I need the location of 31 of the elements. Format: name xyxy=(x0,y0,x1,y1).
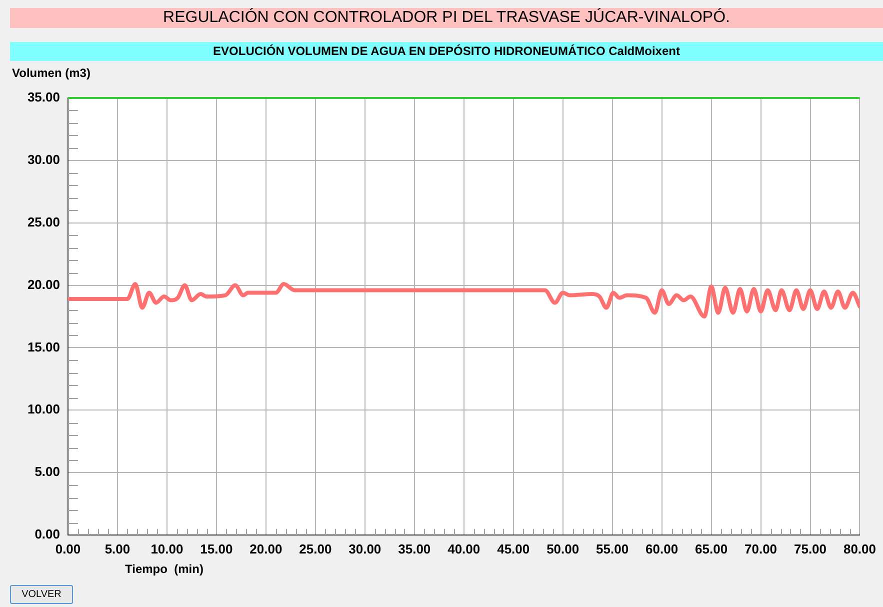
y-tick-label: 0.00 xyxy=(34,526,60,542)
y-tick-label: 5.00 xyxy=(34,464,60,480)
x-axis-title: Tiempo (min) xyxy=(125,562,204,576)
y-tick-label: 35.00 xyxy=(27,90,60,105)
x-tick-label: 30.00 xyxy=(348,541,382,556)
x-tick-label: 40.00 xyxy=(448,541,480,556)
x-tick-label: 35.00 xyxy=(398,541,431,556)
y-tick-label: 30.00 xyxy=(27,152,60,168)
y-tick-label: 20.00 xyxy=(27,276,60,292)
x-tick-label: 65.00 xyxy=(695,541,728,556)
chart-title: REGULACIÓN CON CONTROLADOR PI DEL TRASVASE JÚCAR-VINALOPÓ. xyxy=(10,8,883,28)
line-series xyxy=(68,282,860,318)
x-tick-label: 15.00 xyxy=(200,541,233,556)
x-tick-label: 0.00 xyxy=(55,541,81,556)
y-tick-label: 15.00 xyxy=(27,339,60,354)
x-tick-label: 5.00 xyxy=(104,541,130,556)
x-tick-label: 60.00 xyxy=(646,541,678,556)
button[interactable]: VOLVER xyxy=(10,585,73,604)
x-tick-label: 80.00 xyxy=(843,541,876,556)
y-tick-label: 25.00 xyxy=(27,214,60,230)
x-tick-label: 25.00 xyxy=(299,541,332,556)
x-tick-label: 10.00 xyxy=(150,541,184,556)
x-tick-label: 75.00 xyxy=(794,541,827,556)
y-axis-title: Volumen (m3) xyxy=(12,66,90,80)
x-tick-label: 55.00 xyxy=(596,541,629,556)
x-tick-label: 70.00 xyxy=(744,541,778,556)
chart-subtitle: EVOLUCIÓN VOLUMEN DE AGUA EN DEPÓSITO HIDRONEUMÁTICO CaldMoixent xyxy=(10,42,883,61)
y-tick-label: 10.00 xyxy=(27,402,60,417)
x-tick-label: 20.00 xyxy=(250,541,282,556)
x-tick-label: 45.00 xyxy=(497,541,530,556)
x-tick-label: 50.00 xyxy=(546,541,580,556)
